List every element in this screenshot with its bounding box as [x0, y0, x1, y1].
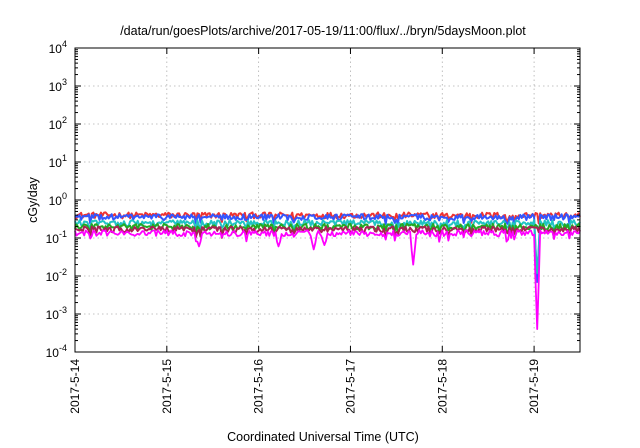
y-tick-label: 10-1: [46, 229, 67, 246]
series-line: [74, 229, 581, 331]
x-axis-title: Coordinated Universal Time (UTC): [227, 430, 419, 444]
series-line: [74, 213, 581, 283]
series-line: [74, 219, 581, 274]
y-tick-label: 104: [49, 39, 67, 56]
chart-title: /data/run/goesPlots/archive/2017-05-19/1…: [120, 24, 526, 38]
x-tick-label: 2017-5-18: [435, 359, 449, 414]
x-tick-label: 2017-5-17: [343, 359, 357, 414]
series-line: [74, 211, 581, 225]
y-tick-label: 101: [49, 153, 67, 170]
x-tick-label: 2017-5-15: [160, 359, 174, 414]
x-tick-label: 2017-5-19: [527, 359, 541, 414]
series-line: [74, 225, 581, 239]
grid-layer: [75, 48, 580, 352]
y-tick-label: 10-4: [46, 343, 67, 360]
axis-layer: 10-4 10-3 10-2 10-1 100 101 102 103 104 2017-5-14…: [46, 39, 581, 414]
series-layer: [74, 211, 581, 331]
x-tick-label: 2017-5-14: [68, 359, 82, 414]
y-tick-label: 10-3: [46, 305, 67, 322]
y-tick-label: 103: [49, 77, 67, 94]
y-axis-title: cGy/day: [26, 176, 40, 223]
y-tick-label: 102: [49, 115, 67, 132]
plot-frame: [74, 47, 581, 353]
y-tick-label: 100: [49, 191, 67, 208]
y-tick-label: 10-2: [46, 267, 67, 284]
x-tick-label: 2017-5-16: [252, 359, 266, 414]
